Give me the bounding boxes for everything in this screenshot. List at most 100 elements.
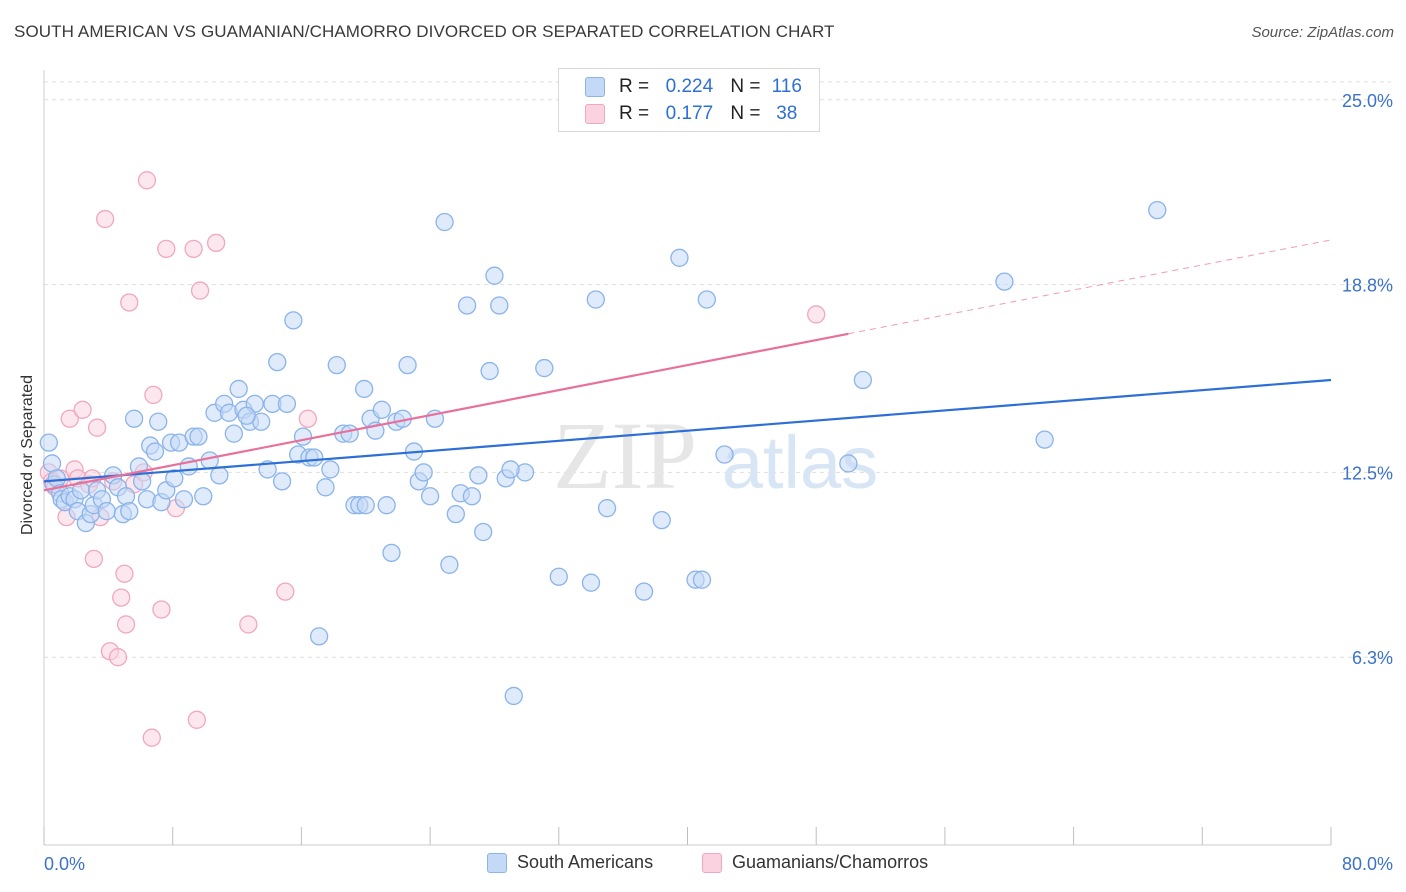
point-south-american: [697, 290, 716, 309]
point-south-american: [47, 469, 67, 488]
point-south-american: [490, 296, 509, 315]
point-south-american: [277, 394, 297, 413]
point-south-american: [420, 487, 440, 506]
point-south-american: [462, 487, 482, 506]
legend-r-label: R =: [619, 103, 650, 124]
point-south-american: [132, 472, 152, 491]
legend-row-south-americans: R = 0.224 N = 116: [585, 75, 808, 99]
y-tick-labels: 6.3% 12.5% 18.8% 25.0%: [1342, 91, 1393, 668]
point-south-american: [293, 427, 313, 446]
point-south-american: [549, 567, 568, 586]
point-south-american: [1035, 430, 1054, 449]
point-guamanian: [120, 293, 139, 312]
point-south-american: [586, 290, 605, 309]
point-south-american: [535, 358, 554, 378]
point-south-american: [284, 311, 303, 330]
watermark-zip: ZIP: [553, 402, 697, 509]
point-south-american: [210, 466, 229, 485]
point-south-american: [124, 409, 144, 428]
chart-title: SOUTH AMERICAN VS GUAMANIAN/CHAMORRO DIV…: [14, 22, 835, 41]
point-guamanian: [60, 409, 79, 428]
point-south-american: [446, 504, 465, 524]
point-guamanian: [187, 710, 206, 729]
point-south-american: [597, 499, 617, 518]
y-tick-label: 12.5%: [1342, 463, 1393, 483]
legend-r-label: R =: [619, 76, 650, 97]
grid-lines: [44, 81, 1391, 658]
point-guamanian: [190, 281, 210, 300]
point-guamanian: [144, 385, 163, 405]
bottom-legend: South Americans Guamanians/Chamorros: [0, 852, 1406, 876]
point-south-american: [372, 400, 391, 419]
point-south-american: [356, 496, 375, 515]
x-tick-label: 80.0%: [1342, 854, 1393, 874]
point-guamanian: [87, 418, 107, 437]
legend-r-value: 0.224: [665, 76, 714, 97]
point-south-american: [501, 460, 520, 479]
point-guamanian: [95, 209, 115, 229]
legend-n-value: 116: [771, 76, 802, 97]
point-south-american: [398, 355, 417, 375]
point-south-american: [354, 379, 374, 399]
point-guamanian: [116, 615, 136, 634]
y-axis-label: Divorced or Separated: [19, 374, 36, 536]
point-south-american: [440, 555, 459, 574]
bottom-legend-swatch-pink: [702, 852, 722, 873]
trend-line-south-americans: [43, 378, 1332, 483]
y-tick-label: 18.8%: [1342, 276, 1393, 296]
point-south-american: [316, 478, 335, 497]
y-tick-label: 6.3%: [1352, 648, 1393, 668]
point-south-american: [149, 412, 168, 431]
point-south-american: [309, 627, 329, 646]
legend-swatch-blue: [585, 77, 605, 97]
point-south-american: [174, 490, 194, 509]
point-south-american: [229, 379, 248, 399]
point-south-american: [634, 582, 654, 601]
point-guamanian: [142, 728, 161, 747]
point-guamanian: [184, 239, 203, 258]
point-south-american: [839, 454, 858, 473]
point-south-american: [237, 406, 256, 425]
point-guamanian: [276, 582, 295, 601]
bottom-legend-swatch-blue: [487, 852, 507, 873]
point-guamanian: [807, 305, 826, 324]
point-south-american: [377, 496, 396, 515]
point-south-american: [692, 570, 712, 589]
point-south-american: [382, 543, 401, 563]
axes: [43, 70, 1332, 846]
point-south-american: [305, 448, 324, 467]
bottom-legend-guamanians: Guamanians/Chamorros: [702, 852, 928, 873]
point-guamanian: [84, 549, 104, 568]
point-guamanian: [115, 564, 134, 583]
legend-r-value: 0.177: [665, 103, 714, 124]
point-south-american: [474, 522, 493, 542]
point-south-american: [165, 469, 184, 488]
point-south-american: [268, 352, 287, 372]
bottom-legend-label: South Americans: [517, 852, 654, 872]
point-south-american: [435, 212, 454, 232]
point-south-american: [485, 266, 504, 285]
point-guamanian: [298, 409, 317, 428]
legend-n-label: N =: [730, 76, 761, 97]
point-south-american: [97, 502, 116, 521]
legend-n-label: N =: [730, 103, 761, 124]
legend-row-guamanians: R = 0.177 N = 38: [585, 102, 808, 126]
point-south-american: [853, 370, 873, 390]
point-guamanian: [152, 600, 171, 619]
point-guamanian: [108, 648, 128, 667]
point-guamanian: [73, 400, 92, 419]
point-south-american: [652, 510, 671, 530]
point-south-american: [457, 296, 477, 315]
source-label: Source: ZipAtlas.com: [1251, 24, 1394, 41]
point-south-american: [480, 361, 499, 381]
legend-swatch-pink: [585, 104, 605, 124]
bottom-legend-south-americans: South Americans: [487, 852, 653, 873]
point-south-american: [504, 686, 523, 706]
point-south-american: [414, 463, 433, 482]
bottom-legend-label: Guamanians/Chamorros: [732, 852, 929, 872]
point-south-american: [469, 466, 488, 485]
point-south-american: [995, 272, 1014, 291]
x-tick-labels: 0.0% 80.0%: [44, 854, 1393, 874]
point-south-american: [145, 442, 165, 461]
